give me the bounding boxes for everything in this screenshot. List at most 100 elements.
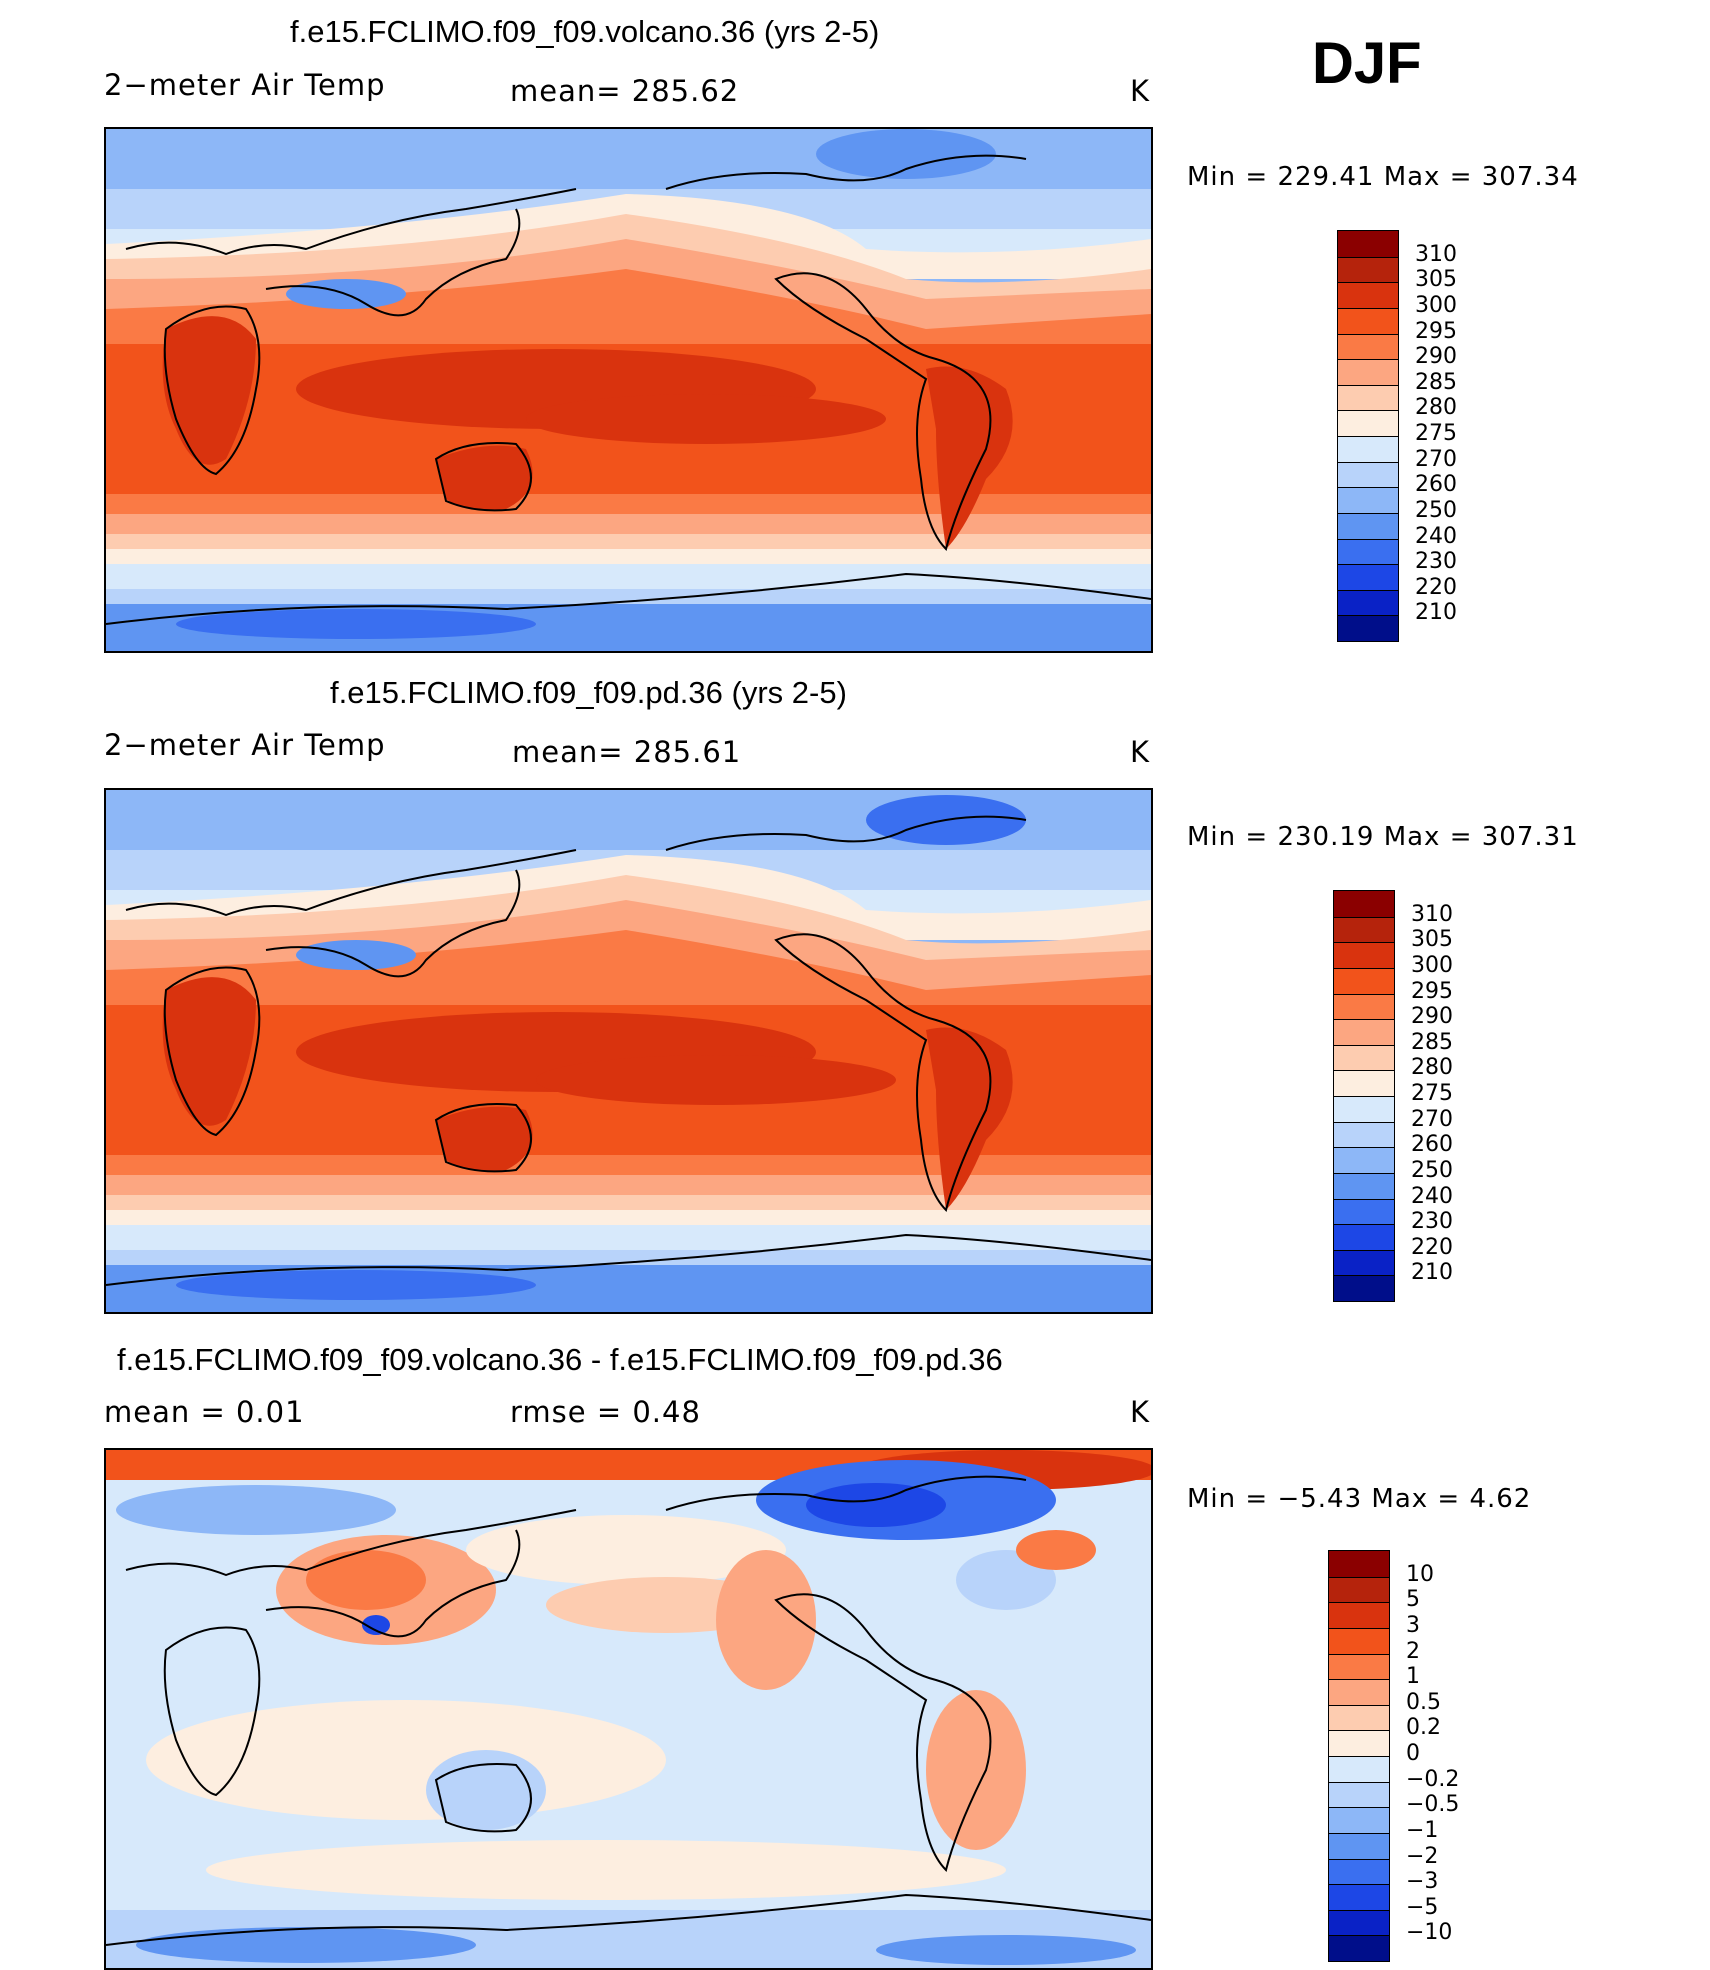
colorbar-tick-label: −3 [1406,1869,1439,1895]
panel-2-colorbar [1333,890,1395,1302]
colorbar-cell [1338,231,1398,257]
panel-2-map [104,788,1153,1314]
colorbar-cell [1334,1019,1394,1045]
panel-3-units-label: K [1130,1395,1151,1429]
colorbar-cell [1338,461,1398,488]
panel-1-colorbar [1337,230,1399,642]
colorbar-tick-label: 1 [1406,1664,1420,1690]
colorbar-tick-label: 10 [1406,1561,1434,1587]
colorbar-cell [1338,384,1398,411]
colorbar-cell [1334,942,1394,968]
colorbar-tick-label: 305 [1411,927,1453,953]
colorbar-tick-label: 260 [1411,1132,1453,1158]
colorbar-cell [1334,891,1394,917]
colorbar-cell [1329,1704,1389,1731]
colorbar-tick-label: 210 [1411,1260,1453,1286]
colorbar-tick-label: 220 [1411,1234,1453,1260]
colorbar-cell [1329,1576,1389,1603]
colorbar-cell [1334,1044,1394,1071]
colorbar-tick-label: 300 [1411,952,1453,978]
colorbar-tick-label: 305 [1415,267,1457,293]
panel-1-units-label: K [1130,74,1151,108]
panel-3-colorbar [1328,1550,1390,1962]
colorbar-tick-label: 275 [1411,1081,1453,1106]
colorbar-tick-label: 240 [1415,523,1457,549]
colorbar-cell [1338,589,1398,616]
colorbar-cell [1338,436,1398,462]
colorbar-tick-label: −10 [1406,1920,1453,1946]
colorbar-cell [1338,615,1398,641]
colorbar-tick-label: 260 [1415,472,1457,498]
colorbar-tick-label: 285 [1411,1029,1453,1055]
colorbar-tick-label: 0.5 [1406,1689,1441,1715]
colorbar-tick-label: 280 [1415,395,1457,421]
colorbar-tick-label: −0.5 [1406,1792,1460,1818]
colorbar-tick-label: 210 [1415,600,1457,626]
colorbar-tick-label: 270 [1411,1106,1453,1132]
colorbar-cell [1338,512,1398,539]
colorbar-cell [1329,1884,1389,1910]
panel-1-variable-label: 2−meter Air Temp [104,68,386,102]
colorbar-tick-label: 295 [1411,978,1453,1004]
colorbar-tick-label: 285 [1415,369,1457,395]
colorbar-tick-label: 280 [1411,1055,1453,1081]
colorbar-cell [1334,1224,1394,1250]
colorbar-tick-label: 3 [1406,1612,1420,1638]
colorbar-cell [1338,538,1398,565]
colorbar-cell [1329,1756,1389,1782]
colorbar-cell [1329,1858,1389,1885]
colorbar-cell [1329,1653,1389,1680]
colorbar-cell [1329,1679,1389,1705]
colorbar-cell [1329,1909,1389,1936]
panel-2-mean-label: mean= 285.61 [512,735,742,769]
colorbar-tick-label: 290 [1415,344,1457,370]
colorbar-cell [1329,1781,1389,1808]
temperature-map-1 [106,129,1151,651]
colorbar-tick-label: 270 [1415,446,1457,472]
colorbar-cell [1338,410,1398,436]
colorbar-cell [1334,1147,1394,1173]
colorbar-tick-label: 295 [1415,318,1457,344]
panel-3-map [104,1448,1153,1970]
colorbar-tick-label: 0.2 [1406,1715,1441,1741]
colorbar-tick-label: −5 [1406,1894,1439,1920]
colorbar-cell [1334,916,1394,943]
colorbar-cell [1338,359,1398,385]
colorbar-cell [1329,1832,1389,1859]
colorbar-tick-label: 300 [1415,292,1457,318]
panel-3-title: f.e15.FCLIMO.f09_f09.volcano.36 - f.e15.… [117,1342,1003,1377]
colorbar-cell [1338,256,1398,283]
colorbar-cell [1338,564,1398,590]
colorbar-tick-label: 310 [1411,901,1453,927]
colorbar-tick-label: 250 [1411,1157,1453,1183]
colorbar-cell [1334,967,1394,994]
colorbar-cell [1334,1172,1394,1199]
panel-2-variable-label: 2−meter Air Temp [104,728,386,762]
season-label: DJF [1312,31,1422,96]
colorbar-tick-label: 310 [1415,241,1457,267]
colorbar-tick-label: 5 [1406,1587,1420,1613]
panel-1-minmax: Min = 229.41 Max = 307.34 [1187,162,1579,192]
colorbar-cell [1334,993,1394,1020]
panel-2-units-label: K [1130,735,1151,769]
colorbar-cell [1338,282,1398,308]
colorbar-cell [1329,1551,1389,1577]
colorbar-tick-label: 240 [1411,1183,1453,1209]
colorbar-tick-label: 0 [1406,1741,1420,1766]
colorbar-cell [1334,1275,1394,1301]
difference-map [106,1450,1151,1968]
panel-3-rmse-label: rmse = 0.48 [510,1395,701,1429]
colorbar-tick-label: 290 [1411,1004,1453,1030]
colorbar-cell [1338,333,1398,360]
colorbar-tick-label: 220 [1415,574,1457,600]
colorbar-cell [1334,1198,1394,1225]
panel-2-minmax: Min = 230.19 Max = 307.31 [1187,822,1579,852]
colorbar-cell [1329,1935,1389,1961]
colorbar-cell [1334,1070,1394,1096]
colorbar-tick-label: 230 [1415,549,1457,575]
colorbar-tick-label: 230 [1411,1209,1453,1235]
colorbar-cell [1334,1096,1394,1122]
colorbar-cell [1334,1249,1394,1276]
panel-3-mean-label: mean = 0.01 [104,1395,305,1429]
panel-3-minmax: Min = −5.43 Max = 4.62 [1187,1484,1532,1514]
